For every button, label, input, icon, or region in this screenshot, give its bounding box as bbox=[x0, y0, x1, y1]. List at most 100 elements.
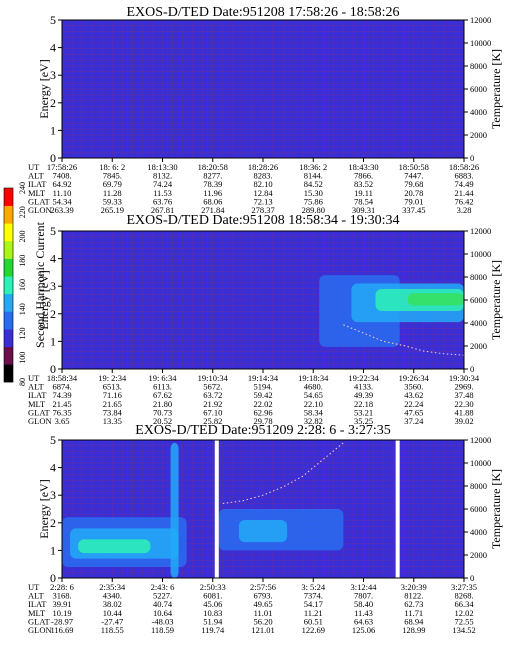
y2-tick-label: 8000 bbox=[470, 61, 487, 71]
colorbar-band bbox=[4, 258, 13, 277]
row-value: 122.69 bbox=[302, 625, 325, 635]
temperature-trace bbox=[222, 442, 344, 504]
row-value: 21.65 bbox=[103, 399, 122, 409]
flux-region bbox=[170, 442, 179, 578]
row-value: 64.63 bbox=[354, 616, 373, 626]
row-value: 289.80 bbox=[302, 205, 325, 215]
row-value: 19:18:34 bbox=[298, 373, 329, 383]
row-value: 6793. bbox=[253, 591, 272, 601]
row-value: -48.03 bbox=[152, 616, 174, 626]
row-value: 59.33 bbox=[103, 196, 122, 206]
y-tick-label: 2 bbox=[50, 96, 56, 110]
row-value: 68.94 bbox=[404, 616, 424, 626]
row-value: 35.25 bbox=[354, 416, 373, 426]
y2-tick-label: 6000 bbox=[470, 295, 487, 305]
row-value: 10.83 bbox=[203, 608, 222, 618]
row-value: 10.44 bbox=[103, 608, 123, 618]
row-value: 8122. bbox=[404, 591, 423, 601]
row-value: 39.91 bbox=[52, 599, 71, 609]
row-value: 7866. bbox=[354, 171, 373, 181]
row-value: 116.69 bbox=[50, 625, 73, 635]
row-value: 51.94 bbox=[203, 616, 223, 626]
row-value: 12.84 bbox=[253, 188, 273, 198]
row-value: 8283. bbox=[253, 171, 272, 181]
row-value: 11.96 bbox=[203, 188, 222, 198]
row-label: GLAT bbox=[28, 407, 51, 417]
colorbar-band bbox=[4, 205, 13, 224]
y2-tick-label: 6000 bbox=[470, 504, 487, 514]
y-tick-label: 0 bbox=[50, 571, 56, 585]
row-value: 2:28: 6 bbox=[50, 582, 74, 592]
row-value: 278.37 bbox=[251, 205, 274, 215]
y-tick-label: 5 bbox=[50, 224, 56, 238]
colorbar-band bbox=[4, 223, 13, 242]
row-value: 22.24 bbox=[404, 399, 424, 409]
row-value: 18:13:30 bbox=[147, 162, 177, 172]
row-label: GLON bbox=[28, 625, 52, 635]
y2-tick-label: 4000 bbox=[470, 527, 487, 537]
y-tick-label: 4 bbox=[50, 461, 56, 475]
y2-tick-label: 4000 bbox=[470, 318, 487, 328]
row-value: 76.35 bbox=[52, 407, 71, 417]
row-value: 7374. bbox=[304, 591, 323, 601]
colorbar-tick-label: 220 bbox=[18, 206, 27, 218]
row-value: 265.19 bbox=[101, 205, 124, 215]
row-value: 10.19 bbox=[52, 608, 71, 618]
row-value: 4680. bbox=[304, 382, 323, 392]
row-value: 21.92 bbox=[203, 399, 222, 409]
y-tick-label: 4 bbox=[50, 41, 56, 55]
row-value: 8277. bbox=[203, 171, 222, 181]
row-value: 309.31 bbox=[352, 205, 375, 215]
row-value: 3168. bbox=[52, 591, 71, 601]
row-value: 74.49 bbox=[454, 179, 473, 189]
row-value: 18:50:58 bbox=[399, 162, 429, 172]
row-value: 125.06 bbox=[352, 625, 375, 635]
y-axis-label: Energy [eV] bbox=[37, 59, 51, 118]
y-axis-label: Energy [eV] bbox=[37, 479, 51, 538]
row-value: 22.10 bbox=[304, 399, 323, 409]
row-value: 18:36: 2 bbox=[299, 162, 327, 172]
row-value: 18:43:30 bbox=[348, 162, 378, 172]
data-gap bbox=[395, 440, 400, 578]
row-value: 15.30 bbox=[304, 188, 323, 198]
row-value: 38.02 bbox=[103, 599, 122, 609]
row-value: 18:58:26 bbox=[449, 162, 479, 172]
row-value: 19:22:34 bbox=[348, 373, 379, 383]
y2-tick-label: 2000 bbox=[470, 550, 487, 560]
panel-title: EXOS-D/TED Date:951208 17:58:26 - 18:58:… bbox=[127, 5, 400, 20]
row-value: 39.02 bbox=[454, 416, 473, 426]
row-value: 49.39 bbox=[354, 390, 373, 400]
row-value: 45.06 bbox=[203, 599, 222, 609]
row-value: 19:26:34 bbox=[399, 373, 430, 383]
colorbar-band bbox=[4, 311, 13, 330]
row-value: 119.74 bbox=[201, 625, 225, 635]
row-value: 62.73 bbox=[404, 599, 423, 609]
row-value: 32.82 bbox=[304, 416, 323, 426]
row-value: 6513. bbox=[103, 382, 122, 392]
row-value: 6113. bbox=[153, 382, 172, 392]
row-value: 11.10 bbox=[53, 188, 72, 198]
row-value: 19: 6:34 bbox=[148, 373, 177, 383]
row-value: 21.45 bbox=[52, 399, 71, 409]
flux-region bbox=[238, 520, 288, 543]
row-value: 7447. bbox=[404, 171, 423, 181]
row-value: 54.65 bbox=[304, 390, 323, 400]
y2-axis-label: Temperature [K] bbox=[489, 260, 503, 340]
y2-tick-label: 0 bbox=[470, 153, 474, 163]
y2-tick-label: 0 bbox=[470, 573, 474, 583]
row-value: 76.42 bbox=[454, 196, 473, 206]
row-label: ILAT bbox=[28, 390, 47, 400]
row-value: 58.40 bbox=[354, 599, 373, 609]
row-value: 3: 5:24 bbox=[301, 582, 326, 592]
row-value: 6081. bbox=[203, 591, 222, 601]
y2-tick-label: 6000 bbox=[470, 84, 487, 94]
row-value: 73.84 bbox=[103, 407, 123, 417]
row-label: MLT bbox=[28, 399, 46, 409]
y2-axis-label: Temperature [K] bbox=[489, 49, 503, 129]
row-value: 4133. bbox=[354, 382, 373, 392]
row-label: GLON bbox=[28, 416, 52, 426]
y-tick-label: 5 bbox=[50, 433, 56, 447]
row-value: 56.20 bbox=[253, 616, 272, 626]
row-label: ILAT bbox=[28, 599, 47, 609]
